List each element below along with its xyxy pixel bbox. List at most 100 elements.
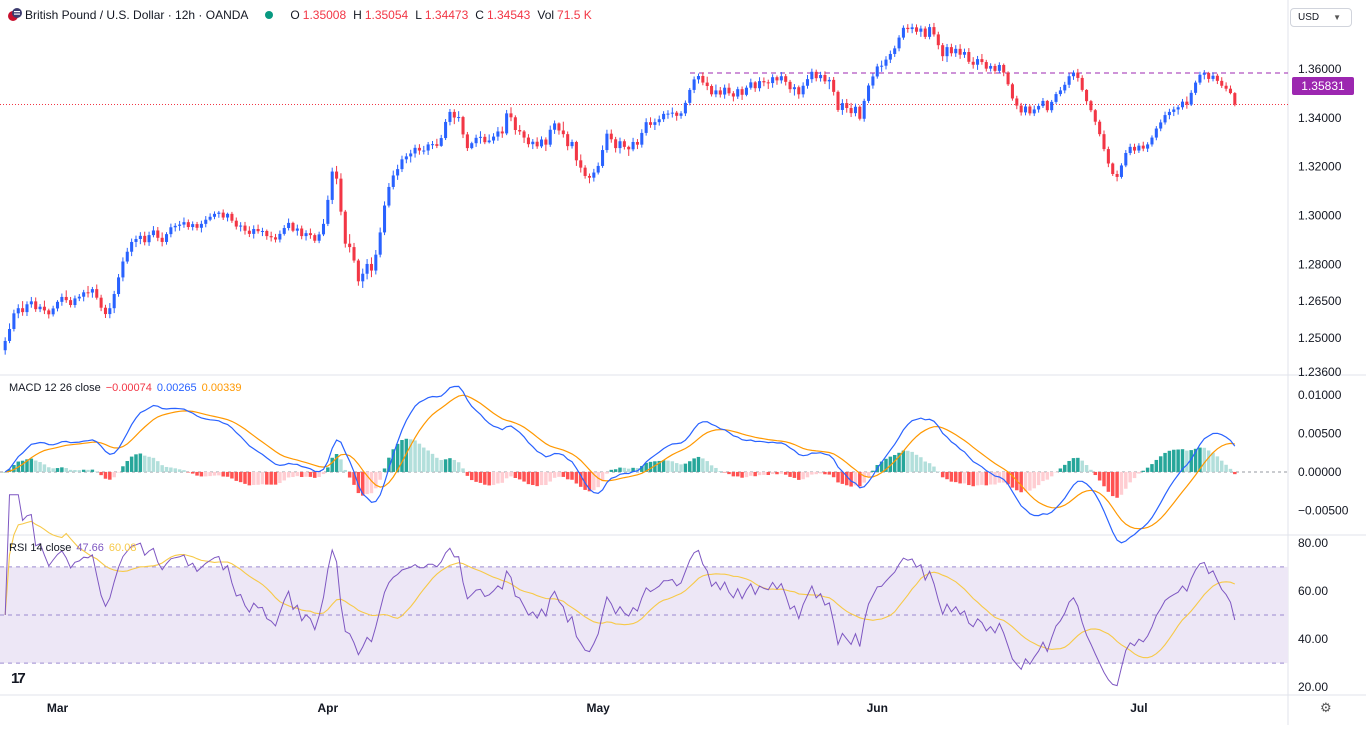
macd-histogram-bar [666,460,670,472]
macd-histogram-bar [195,471,199,476]
candle-body [212,213,217,217]
candle-body [247,230,251,234]
candle-body [38,306,42,310]
candle-body [984,62,988,69]
macd-histogram-bar [831,471,836,478]
macd-histogram-bar [679,464,683,472]
candle-body [252,229,256,234]
candle-body [696,75,701,80]
candle-body [941,45,945,57]
macd-line-value: 0.00265 [156,382,197,394]
candle-body [627,146,631,150]
macd-histogram-bar [674,463,679,472]
candle-body [1207,73,1211,79]
macd-histogram-bar [762,471,766,475]
candle-body [444,121,448,139]
currency-select[interactable]: USD ▼ [1290,8,1352,27]
macd-histogram-bar [439,459,443,472]
candle-body [819,75,823,79]
macd-histogram-bar [605,471,609,474]
macd-histogram-bar [456,462,461,472]
macd-histogram-bar [840,471,845,484]
candle-body [500,131,504,134]
candle-body [426,144,430,151]
candle-body [871,76,875,86]
candle-body [836,91,840,110]
candle-body [465,134,469,149]
candle-body [976,59,980,65]
macd-histogram-bar [613,469,618,472]
macd-histogram-bar [1080,460,1084,472]
candle-body [274,237,278,240]
candle-body [448,111,452,122]
candle-body [954,48,958,54]
candle-body [561,130,565,135]
macd-histogram-bar [823,471,827,475]
candle-body [86,292,90,294]
macd-histogram-bar [29,458,34,472]
macd-histogram-bar [378,471,382,480]
candle-body [509,113,513,118]
macd-histogram-bar [169,467,173,472]
macd-histogram-bar [247,471,252,486]
candle-body [897,37,901,49]
candle-body [178,224,182,226]
candle-body [34,301,38,310]
candle-body [548,129,552,145]
macd-histogram-bar [1233,471,1237,475]
macd-histogram-bar [849,471,853,487]
candle-body [901,27,905,38]
macd-histogram-bar [265,471,269,485]
candle-body [348,243,352,248]
macd-histogram-bar [90,469,95,472]
candle-body [601,150,605,166]
macd-histogram-bar [295,471,300,477]
macd-histogram-bar [727,471,731,475]
candle-body [1180,101,1185,108]
macd-histogram-bar [1041,471,1045,482]
macd-histogram-bar [504,471,509,479]
tradingview-logo[interactable]: 17 [11,670,26,687]
macd-histogram-bar [430,453,435,472]
macd-histogram-bar [884,458,888,472]
candle-body [679,113,683,116]
candle-body [335,171,339,179]
candle-body [1058,90,1062,95]
macd-histogram-bar [814,471,818,475]
candle-body [1115,174,1119,177]
macd-histogram-bar [1150,464,1154,472]
candle-body [234,220,238,227]
macd-histogram-bar [648,461,653,472]
candle-body [1102,134,1106,150]
macd-histogram-bar [400,440,404,472]
candle-body [858,106,862,119]
candle-body [1172,109,1176,112]
macd-histogram-bar [797,471,801,480]
macd-histogram-bar [208,471,212,477]
macd-histogram-bar [1036,471,1041,486]
macd-histogram-bar [1219,460,1224,472]
macd-histogram-bar [51,468,55,472]
macd-histogram-bar [3,471,7,473]
candle-body [526,137,530,145]
candle-body [1023,106,1028,113]
candle-body [47,310,51,315]
macd-histogram-bar [1163,452,1167,472]
rsi-legend[interactable]: RSI 14 close 47.66 60.08 [9,542,141,554]
candle-body [313,235,317,241]
candle-body [483,136,487,143]
macd-histogram-bar [561,471,566,477]
candle-body [888,53,892,60]
candle-body [631,141,635,150]
symbol-title[interactable]: British Pound / U.S. Dollar · 12h · OAND… [25,8,249,22]
gear-icon[interactable]: ⚙ [1320,700,1332,715]
candle-body [657,119,661,123]
candle-body [609,133,613,140]
macd-histogram-bar [99,471,103,476]
candle-body [169,227,173,235]
macd-legend[interactable]: MACD 12 26 close −0.00074 0.00265 0.00339 [9,382,246,394]
macd-histogram-bar [587,471,592,492]
macd-histogram-bar [391,449,396,472]
candle-body [644,122,648,133]
macd-histogram-bar [1224,464,1228,472]
